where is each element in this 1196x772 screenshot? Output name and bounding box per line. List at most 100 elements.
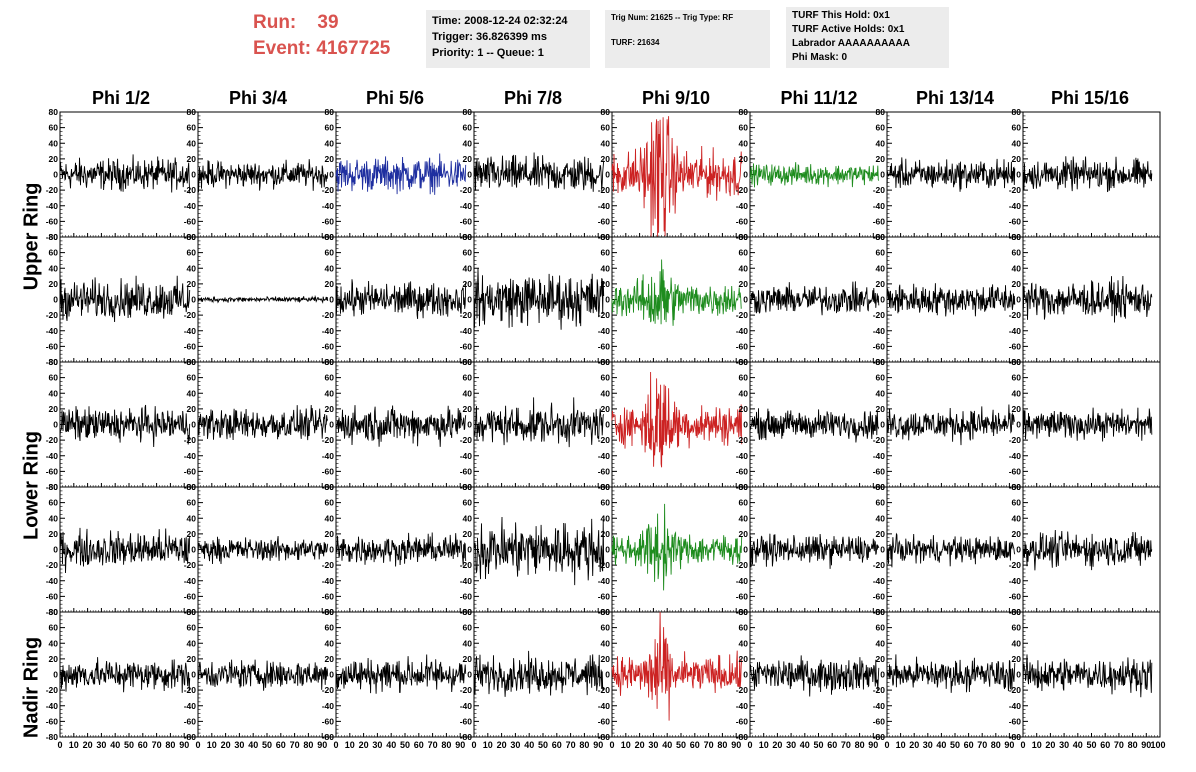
y-tick-label: 60 — [187, 373, 197, 383]
y-tick-label: 80 — [1012, 107, 1022, 117]
event-value: 4167725 — [316, 38, 391, 59]
y-tick-label: -60 — [460, 591, 473, 601]
y-tick-label: -60 — [322, 591, 335, 601]
x-tick-label: 70 — [1114, 740, 1124, 750]
x-tick-label: 0 — [1020, 740, 1025, 750]
y-tick-label: 60 — [325, 248, 335, 258]
x-tick-label: 60 — [827, 740, 837, 750]
y-tick-label: 80 — [1012, 482, 1022, 492]
x-tick-label: 30 — [510, 740, 520, 750]
y-tick-label: -80 — [46, 482, 59, 492]
x-tick-label: 0 — [333, 740, 338, 750]
y-tick-label: -40 — [736, 701, 749, 711]
x-tick-label: 70 — [841, 740, 851, 750]
y-tick-label: 80 — [187, 357, 197, 367]
waveform-trace-blue — [335, 153, 467, 195]
y-tick-label: -20 — [460, 185, 473, 195]
y-tick-label: 20 — [601, 654, 611, 664]
labrador-line: Labrador AAAAAAAAAA — [792, 38, 910, 49]
x-tick-label: 70 — [704, 740, 714, 750]
y-tick-label: -60 — [1009, 466, 1022, 476]
x-tick-label: 50 — [538, 740, 548, 750]
waveform-trace-default — [197, 159, 329, 193]
x-tick-label: 20 — [497, 740, 507, 750]
x-tick-label: 10 — [345, 740, 355, 750]
y-tick-label: -60 — [460, 716, 473, 726]
event-line: Event: 4167725 — [253, 36, 390, 62]
y-tick-label: -80 — [46, 732, 59, 742]
x-tick-label: 80 — [579, 740, 589, 750]
y-tick-label: -20 — [322, 185, 335, 195]
column-header-phi-7-8: Phi 7/8 — [503, 88, 563, 108]
y-tick-label: 60 — [876, 373, 886, 383]
waveform-trace-default — [749, 281, 880, 316]
y-tick-label: 20 — [876, 154, 886, 164]
y-tick-label: 40 — [1012, 138, 1022, 148]
y-tick-label: 80 — [463, 607, 473, 617]
y-tick-label: -40 — [598, 451, 611, 461]
y-tick-label: 60 — [601, 248, 611, 258]
x-tick-label: 60 — [414, 740, 424, 750]
x-tick-label: 70 — [152, 740, 162, 750]
waveform-trace-default — [59, 527, 191, 574]
y-tick-label: -20 — [873, 310, 886, 320]
y-tick-label: 40 — [876, 388, 886, 398]
y-tick-label: -20 — [736, 435, 749, 445]
y-tick-label: 40 — [49, 138, 59, 148]
y-tick-label: -40 — [184, 701, 197, 711]
y-tick-label: 60 — [49, 123, 59, 133]
x-tick-label: 90 — [455, 740, 465, 750]
y-tick-label: -20 — [736, 685, 749, 695]
y-tick-label: 0 — [743, 670, 748, 680]
y-tick-label: -40 — [736, 201, 749, 211]
waveform-trace-default — [197, 536, 329, 565]
waveform-trace-default — [335, 654, 467, 694]
waveform-trace-default — [749, 655, 880, 697]
x-tick-label: 50 — [124, 740, 134, 750]
y-tick-label: 0 — [1016, 170, 1021, 180]
y-tick-label: 80 — [876, 357, 886, 367]
y-tick-label: -40 — [46, 701, 59, 711]
time-line: Time: 2008-12-24 02:32:24 — [432, 15, 568, 27]
y-tick-label: -20 — [184, 435, 197, 445]
trig-num-line: Trig Num: 21625 -- Trig Type: RF — [611, 13, 734, 22]
y-tick-label: 80 — [463, 107, 473, 117]
x-tick-label: 80 — [165, 740, 175, 750]
y-tick-label: 60 — [739, 373, 749, 383]
y-tick-label: -40 — [184, 451, 197, 461]
y-tick-label: 20 — [1012, 154, 1022, 164]
y-tick-label: 40 — [876, 263, 886, 273]
waveform-trace-red — [611, 116, 743, 238]
y-tick-label: 0 — [880, 170, 885, 180]
y-tick-label: 0 — [53, 420, 58, 430]
x-tick-label: 80 — [717, 740, 727, 750]
y-tick-label: -60 — [184, 216, 197, 226]
column-header-phi-13-14: Phi 13/14 — [915, 88, 995, 108]
y-tick-label: -40 — [873, 576, 886, 586]
y-tick-label: 0 — [1016, 670, 1021, 680]
y-tick-label: 40 — [187, 138, 197, 148]
y-tick-label: 60 — [876, 498, 886, 508]
turf-active-line: TURF Active Holds: 0x1 — [792, 24, 905, 35]
x-tick-label: 50 — [813, 740, 823, 750]
trigger-info-box: Trig Num: 21625 -- Trig Type: RF TURF: 2… — [605, 10, 770, 68]
waveform-trace-default — [1022, 529, 1153, 571]
y-tick-label: 80 — [601, 482, 611, 492]
y-tick-label: 60 — [49, 248, 59, 258]
y-tick-label: -40 — [460, 326, 473, 336]
y-tick-label: 60 — [601, 123, 611, 133]
y-tick-label: -40 — [322, 201, 335, 211]
y-tick-label: -60 — [322, 466, 335, 476]
y-tick-label: 20 — [325, 404, 335, 414]
y-tick-label: -80 — [184, 732, 197, 742]
x-tick-label: 40 — [524, 740, 534, 750]
y-tick-label: -60 — [873, 216, 886, 226]
waveform-trace-default — [473, 650, 605, 697]
y-tick-label: 40 — [463, 513, 473, 523]
waveform-trace-default — [59, 404, 191, 448]
y-tick-label: -60 — [184, 591, 197, 601]
y-tick-label: -40 — [873, 451, 886, 461]
y-tick-label: 40 — [49, 513, 59, 523]
y-tick-label: 0 — [467, 545, 472, 555]
